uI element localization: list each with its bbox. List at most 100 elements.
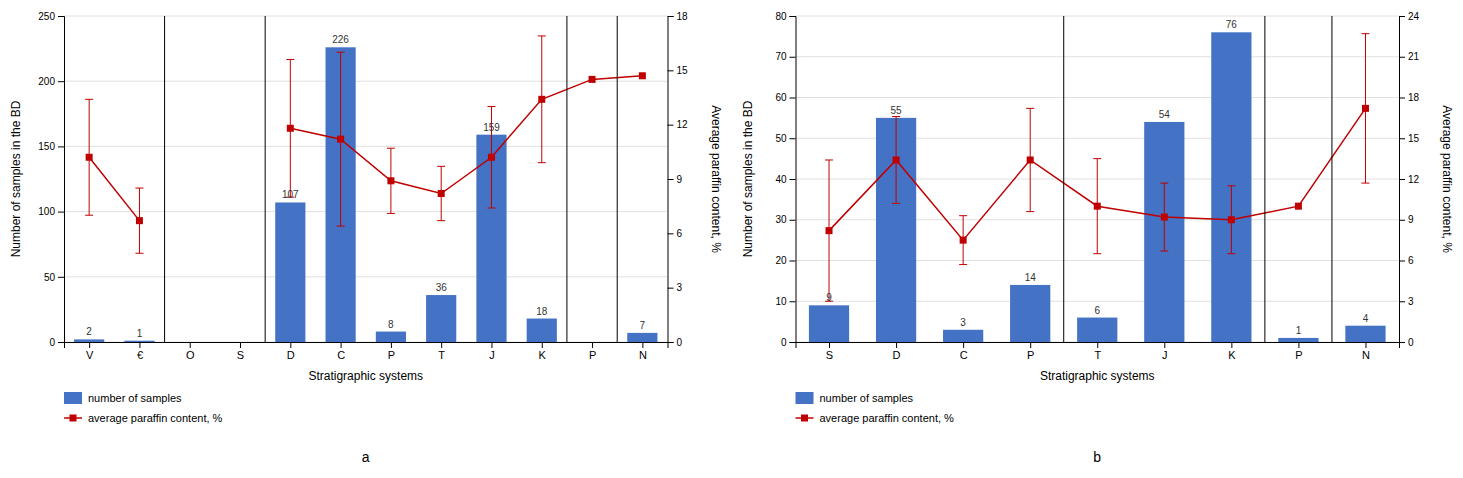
tick: 18 bbox=[668, 11, 689, 22]
bar bbox=[74, 339, 104, 342]
tick: 50 bbox=[44, 272, 64, 283]
data-label: 4 bbox=[1363, 313, 1369, 324]
error-cap bbox=[85, 99, 93, 100]
separator bbox=[1264, 16, 1265, 342]
y2-axis-title: Average paraffin content, % bbox=[1440, 105, 1454, 253]
tick-label: P bbox=[1027, 349, 1034, 361]
tick: 0 bbox=[49, 337, 64, 348]
tick: K bbox=[539, 342, 547, 361]
bar bbox=[1211, 32, 1251, 342]
error-cap bbox=[1093, 253, 1101, 254]
legend: number of samplesaverage paraffin conten… bbox=[796, 392, 955, 424]
tick: 150 bbox=[38, 141, 64, 152]
tick: € bbox=[137, 342, 143, 361]
tick-mark bbox=[341, 342, 342, 348]
error-cap bbox=[135, 188, 143, 189]
tick: 10 bbox=[775, 296, 795, 307]
error-cap bbox=[959, 264, 967, 265]
error-cap bbox=[1227, 253, 1235, 254]
legend-marker bbox=[70, 415, 77, 422]
separator bbox=[566, 16, 567, 342]
tick: 200 bbox=[38, 76, 64, 87]
data-labels: 21107226836159187 bbox=[86, 34, 645, 338]
error-cap bbox=[387, 148, 395, 149]
subtitle: b bbox=[1093, 449, 1101, 465]
error-cap bbox=[538, 162, 546, 163]
tick-mark bbox=[668, 16, 674, 17]
marker bbox=[337, 136, 344, 143]
axis-line bbox=[58, 17, 65, 343]
tick-mark bbox=[139, 342, 140, 348]
tick-label: 40 bbox=[775, 174, 787, 185]
tick-label: 150 bbox=[38, 141, 55, 152]
marker bbox=[287, 125, 294, 132]
error-cap bbox=[337, 226, 345, 227]
separator bbox=[1331, 16, 1332, 342]
tick-label: 3 bbox=[677, 282, 683, 293]
tick: 250 bbox=[38, 11, 64, 22]
error-cap bbox=[1093, 158, 1101, 159]
panel: 21107226836159187V€OSDCPTJKPN05010015020… bbox=[9, 11, 723, 465]
error-cap bbox=[286, 59, 294, 60]
tick-label: 0 bbox=[677, 337, 683, 348]
grid-line bbox=[796, 56, 1400, 57]
tick: P bbox=[388, 342, 395, 361]
tick: 60 bbox=[775, 92, 795, 103]
marker bbox=[438, 190, 445, 197]
tick-label: 10 bbox=[775, 296, 787, 307]
bar bbox=[1144, 122, 1184, 342]
axis-line bbox=[1400, 17, 1406, 343]
marker bbox=[86, 154, 93, 161]
data-label: 76 bbox=[1226, 19, 1238, 30]
bar bbox=[809, 305, 849, 342]
tick-mark bbox=[1399, 138, 1405, 139]
separator bbox=[265, 16, 266, 342]
tick: 9 bbox=[668, 174, 683, 185]
tick-label: N bbox=[639, 349, 647, 361]
marker bbox=[1295, 203, 1302, 210]
y2-axis: 03691215182124 bbox=[1399, 11, 1420, 348]
data-label: 54 bbox=[1159, 109, 1171, 120]
error-bars bbox=[85, 36, 546, 253]
tick: T bbox=[438, 342, 445, 361]
tick-label: O bbox=[186, 349, 195, 361]
tick: P bbox=[589, 342, 596, 361]
tick-label: 0 bbox=[781, 337, 787, 348]
tick-label: 21 bbox=[1408, 51, 1420, 62]
x-axis: V€OSDCPTJKPN bbox=[65, 342, 669, 361]
axis-line bbox=[668, 17, 674, 343]
tick-label: D bbox=[287, 349, 295, 361]
tick-mark bbox=[290, 342, 291, 348]
separator bbox=[617, 16, 618, 342]
tick: 15 bbox=[668, 65, 689, 76]
bar bbox=[426, 295, 456, 342]
bar bbox=[376, 332, 406, 342]
marker bbox=[1161, 214, 1168, 221]
legend-marker bbox=[801, 415, 808, 422]
tick-mark bbox=[89, 342, 90, 348]
tick-mark bbox=[963, 342, 964, 348]
marker bbox=[639, 72, 646, 79]
chart-root: 21107226836159187V€OSDCPTJKPN05010015020… bbox=[0, 0, 1463, 478]
tick-mark bbox=[790, 98, 796, 99]
data-label: 107 bbox=[282, 189, 299, 200]
line bbox=[89, 76, 642, 221]
marker bbox=[960, 237, 967, 244]
bar bbox=[943, 330, 983, 342]
markers bbox=[86, 72, 646, 224]
error-cap bbox=[1026, 108, 1034, 109]
tick-label: 250 bbox=[38, 11, 55, 22]
tick-label: 0 bbox=[49, 337, 55, 348]
bars bbox=[809, 32, 1386, 342]
tick: 12 bbox=[1399, 174, 1420, 185]
bar bbox=[1278, 338, 1318, 342]
data-label: 7 bbox=[640, 320, 646, 331]
legend-item: number of samples bbox=[796, 392, 914, 404]
tick-mark bbox=[441, 342, 442, 348]
tick-label: 70 bbox=[775, 51, 787, 62]
tick-mark bbox=[1399, 57, 1405, 58]
tick-label: P bbox=[1295, 349, 1302, 361]
tick: 18 bbox=[1399, 92, 1420, 103]
error-cap bbox=[825, 159, 833, 160]
tick-mark bbox=[896, 342, 897, 348]
